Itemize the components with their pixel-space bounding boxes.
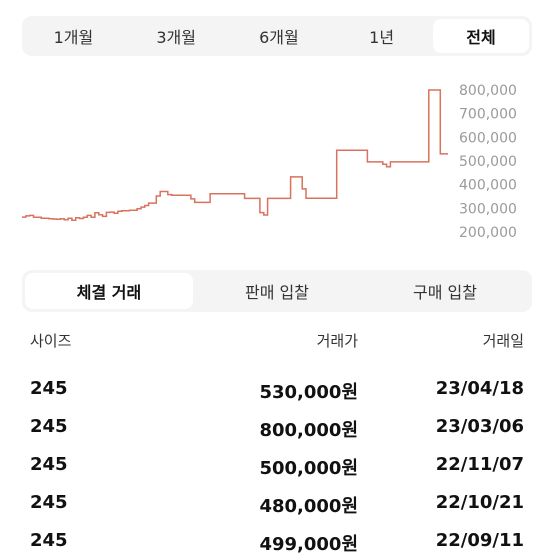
row-size: 245 [30,530,68,551]
row-date: 23/03/06 [435,416,524,437]
row-price: 800,000원 [259,420,358,441]
tab-1-year[interactable]: 1년 [369,28,395,47]
header-price: 거래가 [316,332,358,350]
row-date: 22/11/07 [435,454,524,475]
header-size: 사이즈 [30,332,72,350]
row-date: 23/04/18 [435,378,524,399]
row-size: 245 [30,492,68,513]
row-price: 480,000원 [259,496,358,517]
header-date: 거래일 [482,332,524,350]
y-tick-label: 600,000 [459,130,517,146]
price-series-line [22,89,448,221]
row-price: 530,000원 [259,382,358,403]
row-size: 245 [30,416,68,437]
y-tick-label: 300,000 [459,201,517,217]
table-row: 245 800,000원 23/03/06 [30,416,524,454]
row-price: 499,000원 [259,534,358,555]
table-row: 245 500,000원 22/11/07 [30,454,524,492]
y-tick-label: 700,000 [459,107,517,123]
row-size: 245 [30,378,68,399]
trade-tabs: 체결 거래 판매 입찰 구매 입찰 [22,270,532,312]
tab-all[interactable]: 전체 [433,19,529,53]
y-tick-label: 200,000 [459,225,517,241]
tab-sell-bids[interactable]: 판매 입찰 [245,283,309,302]
trade-list: 245 530,000원 23/04/18 245 800,000원 23/03… [30,378,524,555]
table-row: 245 480,000원 22/10/21 [30,492,524,530]
table-row: 245 530,000원 23/04/18 [30,378,524,416]
tab-buy-bids[interactable]: 구매 입찰 [413,283,477,302]
price-chart-svg: 800,000 700,000 600,000 500,000 400,000 300,0… [22,83,517,241]
y-tick-label: 400,000 [459,178,517,194]
period-tabs: 1개월 3개월 6개월 1년 전체 [22,16,532,56]
row-date: 22/09/11 [435,530,524,551]
tab-6-months[interactable]: 6개월 [259,28,299,47]
y-tick-label: 800,000 [459,83,517,99]
y-tick-label: 500,000 [459,154,517,170]
table-row: 245 499,000원 22/09/11 [30,530,524,555]
tab-3-months[interactable]: 3개월 [156,28,196,47]
row-price: 500,000원 [259,458,358,479]
table-header: 사이즈 거래가 거래일 [30,330,524,356]
row-date: 22/10/21 [435,492,524,513]
tab-completed-trades[interactable]: 체결 거래 [25,273,193,309]
row-size: 245 [30,454,68,475]
price-chart: 800,000 700,000 600,000 500,000 400,000 300,0… [0,70,555,255]
tab-1-month[interactable]: 1개월 [53,28,94,47]
